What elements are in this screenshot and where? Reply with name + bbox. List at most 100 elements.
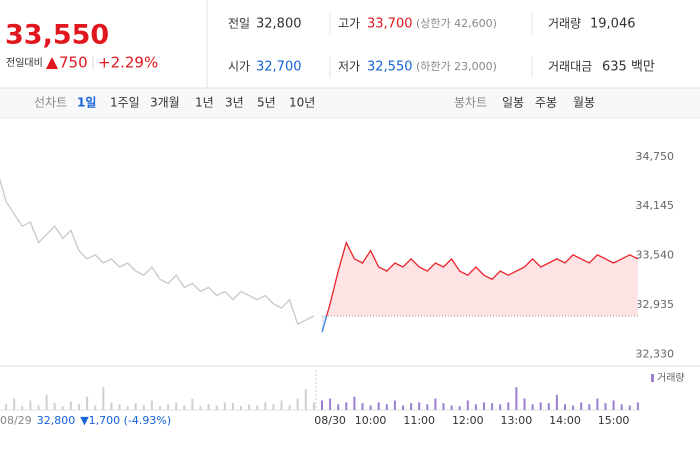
volume-bar xyxy=(86,396,89,410)
stat-value: 32,800 xyxy=(256,17,302,32)
volume-bar xyxy=(402,405,404,410)
price: 33,550 xyxy=(5,20,109,51)
volume-bar xyxy=(353,396,356,410)
x-tick-label: 08/29 xyxy=(0,414,32,427)
tab[interactable]: 5년 xyxy=(257,96,276,110)
volume-bar xyxy=(474,404,477,410)
volume-bar xyxy=(337,404,340,410)
stat-label: 저가 xyxy=(338,60,360,74)
volume-bar xyxy=(29,400,32,410)
volume-bar xyxy=(547,403,550,410)
volume-bar xyxy=(612,400,615,410)
volume-bar xyxy=(13,398,16,410)
volume-bar xyxy=(215,405,218,410)
tab[interactable]: 1일 xyxy=(77,96,96,110)
volume-bar xyxy=(167,404,170,410)
stat-value: 19,046 xyxy=(590,17,636,32)
volume-bar xyxy=(345,402,348,410)
tab[interactable]: 주봉 xyxy=(535,96,557,110)
volume-bar xyxy=(499,404,502,410)
volume-bar xyxy=(450,405,453,410)
volume-bar xyxy=(150,400,153,410)
volume-bar xyxy=(53,403,56,410)
volume-bar xyxy=(321,400,323,410)
volume-bar xyxy=(442,403,445,410)
volume-bar xyxy=(491,403,494,410)
tab[interactable]: 1년 xyxy=(195,96,214,110)
volume-bar xyxy=(418,402,421,410)
x-tick-label: 10:00 xyxy=(355,414,387,427)
volume-bar xyxy=(78,404,80,410)
tab[interactable]: 월봉 xyxy=(573,96,595,110)
volume-bar xyxy=(312,402,315,410)
day-change: ▼1,700 (-4.93%) xyxy=(80,414,171,427)
volume-bar xyxy=(240,406,242,410)
stat-label: 전일 xyxy=(228,17,250,31)
volume-bar xyxy=(223,402,226,410)
volume-bar xyxy=(515,387,518,410)
tab-group-label: 선차트 xyxy=(34,96,67,110)
volume-bar xyxy=(410,403,413,410)
volume-bar xyxy=(256,405,259,410)
volume-bar xyxy=(199,406,202,410)
up-icon xyxy=(46,57,58,69)
volume-bar xyxy=(531,404,534,410)
y-tick-label: 33,540 xyxy=(636,249,675,262)
x-tick-label: 12:00 xyxy=(452,414,484,427)
tab[interactable]: 1주일 xyxy=(110,96,140,110)
volume-bar xyxy=(564,404,566,410)
volume-bar xyxy=(596,398,599,410)
volume-bar xyxy=(191,398,194,410)
volume-bar xyxy=(539,402,542,410)
volume-bar xyxy=(555,394,558,410)
volume-bar xyxy=(369,405,372,410)
tab[interactable]: 일봉 xyxy=(502,96,524,110)
volume-bar xyxy=(110,402,113,410)
volume-bar xyxy=(385,404,388,410)
y-tick-label: 32,330 xyxy=(636,347,675,360)
stat-label: 거래대금 xyxy=(548,60,592,74)
volume-bar xyxy=(296,398,299,410)
y-tick-label: 34,145 xyxy=(636,199,675,212)
volume-bar xyxy=(69,401,72,410)
volume-bar xyxy=(523,398,526,410)
volume-bar xyxy=(580,402,583,410)
volume-bar xyxy=(45,394,48,410)
tab-bar xyxy=(0,88,700,118)
volume-bar xyxy=(393,400,396,410)
legend-swatch xyxy=(651,374,654,382)
tab[interactable]: 10년 xyxy=(289,96,315,110)
volume-bar xyxy=(102,387,105,410)
volume-bar xyxy=(434,398,437,410)
volume-bar xyxy=(134,403,137,410)
volume-bar xyxy=(248,404,251,410)
x-tick-label: 14:00 xyxy=(549,414,581,427)
volume-bar xyxy=(604,403,607,410)
tab[interactable]: 3개월 xyxy=(150,96,180,110)
stat-label: 거래량 xyxy=(548,17,581,31)
price-line xyxy=(0,177,315,326)
area xyxy=(322,242,638,317)
stat-value: 33,700 xyxy=(367,17,413,32)
volume-bar xyxy=(280,400,283,410)
tab-group-label: 봉차트 xyxy=(454,96,487,110)
volume-bar xyxy=(118,404,121,410)
y-tick-label: 34,750 xyxy=(636,150,675,163)
tab[interactable]: 3년 xyxy=(225,96,244,110)
volume-bar xyxy=(466,400,469,410)
volume-bar xyxy=(507,402,510,410)
volume-bar xyxy=(159,406,161,410)
volume-bar xyxy=(183,405,186,410)
volume-bar xyxy=(231,403,234,410)
stat-value: 32,700 xyxy=(256,60,302,75)
volume-bar xyxy=(572,405,575,410)
volume-bar xyxy=(5,404,8,410)
change-rate: +2.29% xyxy=(98,54,158,72)
volume-bar xyxy=(588,404,591,410)
stat-label: 고가 xyxy=(338,17,360,31)
volume-bar xyxy=(628,405,631,410)
volume-bar xyxy=(21,406,24,410)
volume-bar xyxy=(620,404,623,410)
